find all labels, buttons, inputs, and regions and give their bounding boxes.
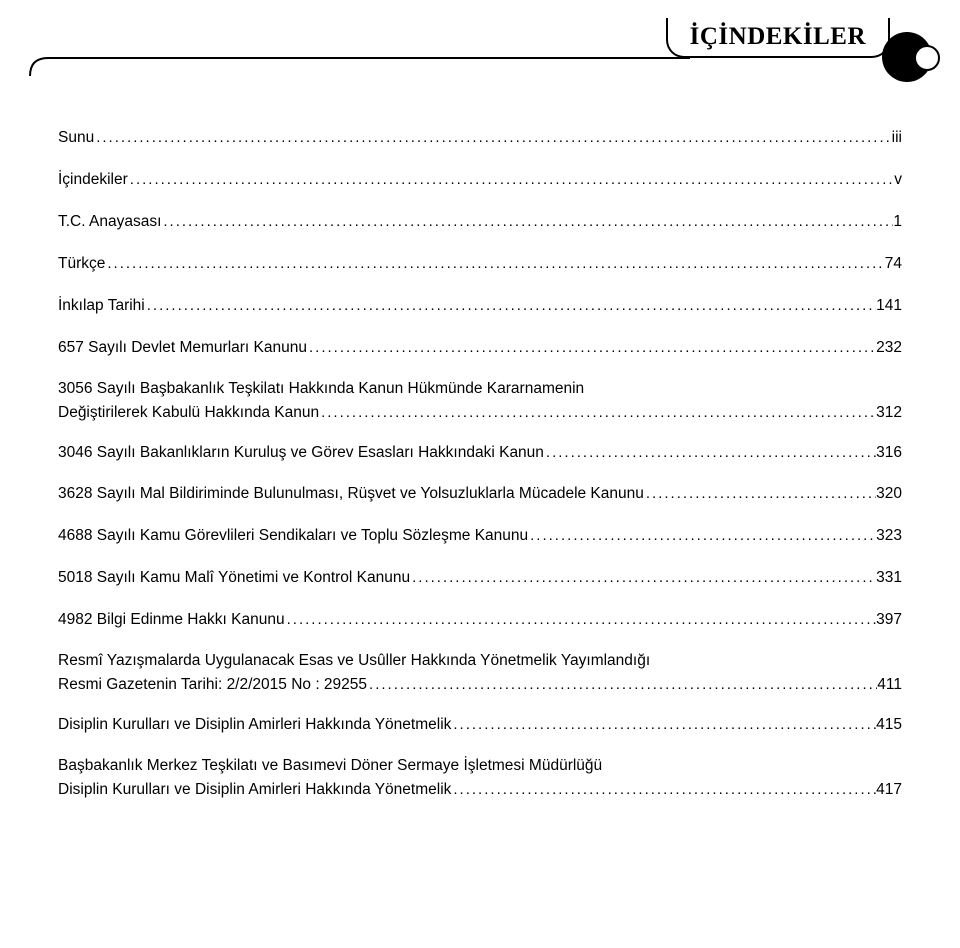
toc-page-number: iii [892,128,902,149]
toc-entry: 4688 Sayılı Kamu Görevlileri Sendikaları… [58,526,902,547]
toc-leader [307,338,876,358]
toc-title-line1: Başbakanlık Merkez Teşkilatı ve Basımevi… [58,757,902,775]
toc-entry-multiline: 3056 Sayılı Başbakanlık Teşkilatı Hakkın… [58,380,902,422]
toc-page-number: v [894,170,902,191]
toc-entry-multiline: Başbakanlık Merkez Teşkilatı ve Basımevi… [58,757,902,799]
toc-title: Türkçe [58,254,105,275]
toc-page-number: 323 [876,526,902,547]
toc-leader [285,610,877,630]
toc-title-line2-row: Değiştirilerek Kabulü Hakkında Kanun 312 [58,404,902,422]
toc-title-line1: Resmî Yazışmalarda Uygulanacak Esas ve U… [58,652,902,670]
toc-entry: İnkılap Tarihi 141 [58,296,902,317]
toc-leader [161,212,893,232]
toc-page-number: 320 [876,484,902,505]
toc-page-number: 397 [876,610,902,631]
toc-title: 4982 Bilgi Edinme Hakkı Kanunu [58,610,285,631]
toc-title: Sunu [58,128,94,149]
toc-leader [94,128,891,148]
toc-leader [644,484,876,504]
toc-title: 3628 Sayılı Mal Bildiriminde Bulunulması… [58,484,644,505]
toc-page-number: 417 [876,781,902,799]
toc-title: 657 Sayılı Devlet Memurları Kanunu [58,338,307,359]
toc-page-number: 316 [876,443,902,464]
toc-entry-multiline: Resmî Yazışmalarda Uygulanacak Esas ve U… [58,652,902,694]
toc-entry: 3628 Sayılı Mal Bildiriminde Bulunulması… [58,484,902,505]
toc-entry: Disiplin Kurulları ve Disiplin Amirleri … [58,715,902,736]
toc-page-number: 232 [876,338,902,359]
toc-leader [451,715,876,735]
toc-entry: T.C. Anayasası 1 [58,212,902,233]
toc-leader [319,404,876,421]
toc-page-number: 1 [893,212,902,233]
toc-title: İçindekiler [58,170,128,191]
toc-page-number: 331 [876,568,902,589]
toc-page-number: 312 [876,404,902,422]
toc-title-line2-row: Resmi Gazetenin Tarihi: 2/2/2015 No : 29… [58,676,902,694]
toc-entry: 657 Sayılı Devlet Memurları Kanunu 232 [58,338,902,359]
toc-leader [145,296,876,316]
toc-entry: Türkçe 74 [58,254,902,275]
toc-leader [528,526,876,546]
toc-page-number: 74 [885,254,902,275]
toc-title-line2-row: Disiplin Kurulları ve Disiplin Amirleri … [58,781,902,799]
toc-title: 3046 Sayılı Bakanlıkların Kuruluş ve Gör… [58,443,544,464]
toc-entry: İçindekiler v [58,170,902,191]
decor-circle-outline [914,45,940,71]
toc-title-line2: Resmi Gazetenin Tarihi: 2/2/2015 No : 29… [58,676,367,694]
toc-leader [105,254,884,274]
toc-page-number: 141 [876,296,902,317]
toc-entry: 4982 Bilgi Edinme Hakkı Kanunu 397 [58,610,902,631]
header-rule [0,18,960,98]
toc-leader [544,443,876,463]
toc-title: Disiplin Kurulları ve Disiplin Amirleri … [58,715,451,736]
toc-title: İnkılap Tarihi [58,296,145,317]
toc-entry: Sunu iii [58,128,902,149]
toc-title-line1: 3056 Sayılı Başbakanlık Teşkilatı Hakkın… [58,380,902,398]
toc-title: 4688 Sayılı Kamu Görevlileri Sendikaları… [58,526,528,547]
toc-title-line2: Değiştirilerek Kabulü Hakkında Kanun [58,404,319,422]
toc-leader [367,676,877,693]
toc-leader [451,781,876,798]
toc-page-number: 411 [877,676,902,694]
page-header: İÇİNDEKİLER [0,18,960,74]
toc-entry: 5018 Sayılı Kamu Malî Yönetimi ve Kontro… [58,568,902,589]
toc-title: T.C. Anayasası [58,212,161,233]
toc-leader [410,568,876,588]
toc-page-number: 415 [876,715,902,736]
toc-leader [128,170,894,190]
toc-entry: 3046 Sayılı Bakanlıkların Kuruluş ve Gör… [58,443,902,464]
toc-title: 5018 Sayılı Kamu Malî Yönetimi ve Kontro… [58,568,410,589]
toc-title-line2: Disiplin Kurulları ve Disiplin Amirleri … [58,781,451,799]
table-of-contents: Sunu iii İçindekiler v T.C. Anayasası 1 Türkçe… [58,128,902,820]
